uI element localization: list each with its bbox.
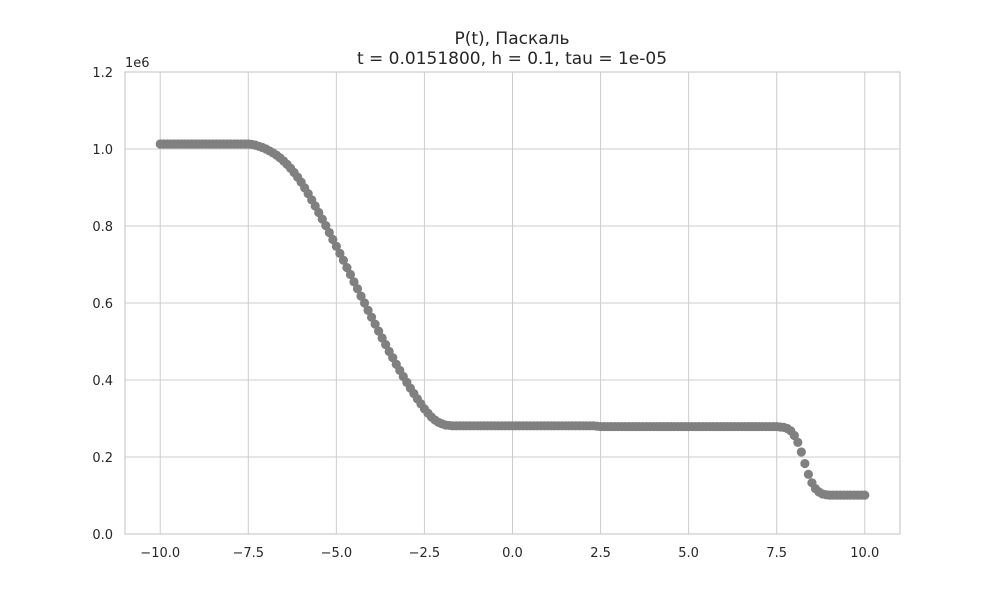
data-point [331,241,341,252]
y-scale-label: 1e6 [125,56,150,71]
data-point [345,269,356,280]
plot-frame [124,71,901,535]
data-point [324,227,334,238]
x-tick-label: 7.5 [766,546,787,561]
x-tick-label: 10.0 [850,546,879,561]
data-point [352,284,363,294]
data-point [363,305,373,315]
data-point [349,277,359,287]
data-point [321,221,331,231]
data-point [789,430,799,441]
data-point [381,339,391,350]
data-point [335,248,345,258]
x-tick-label: −5.0 [321,546,353,561]
data-point [370,319,380,329]
x-tick-labels: −10.0 −7.5 −5.0 −2.5 0.0 2.5 5.0 7.5 10.0 [140,546,879,561]
x-tick-label: −10.0 [140,546,180,561]
x-tick-label: 2.5 [590,546,611,561]
x-tick-label: −2.5 [409,546,441,561]
x-tick-label: 5.0 [678,546,699,561]
y-tick-label: 1.0 [92,143,113,158]
data-point [796,447,806,457]
x-tick-label: −7.5 [233,546,265,561]
y-tick-label: 0.0 [92,528,113,543]
data-point [342,262,352,273]
data-point [860,490,870,500]
data-point [374,326,384,336]
y-tick-label: 1.2 [92,66,113,81]
y-tick-label: 0.2 [92,451,113,466]
data-point [356,291,366,301]
y-tick-labels: 0.0 0.2 0.4 0.6 0.8 1.0 1.2 [92,66,113,543]
data-point [366,312,377,322]
data-point [800,458,810,469]
chart-subtitle: t = 0.0151800, h = 0.1, tau = 1e-05 [357,49,667,69]
data-point [359,298,370,308]
data-points [155,139,870,500]
chart-title: P(t), Паскаль [454,29,569,49]
data-point [803,469,814,479]
data-point [338,255,349,265]
y-tick-label: 0.4 [92,374,113,389]
y-tick-label: 0.8 [92,220,113,235]
data-point [328,234,338,245]
y-tick-label: 0.6 [92,297,113,312]
data-point [793,437,803,447]
x-tick-label: 0.0 [502,546,523,561]
